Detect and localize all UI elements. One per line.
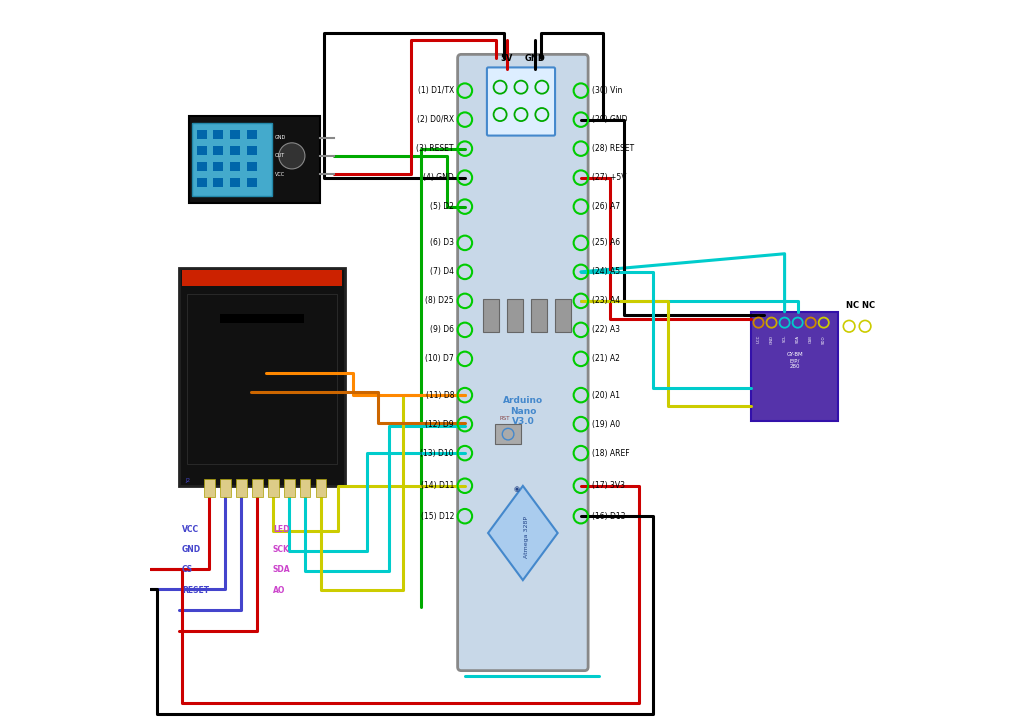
Bar <box>230 178 240 187</box>
Bar <box>247 146 257 155</box>
Text: SCK: SCK <box>272 545 290 554</box>
Text: CS: CS <box>182 566 194 574</box>
Bar <box>197 178 207 187</box>
Bar <box>247 130 257 139</box>
Text: (10) D7: (10) D7 <box>425 355 454 363</box>
Text: J2: J2 <box>185 478 190 483</box>
Text: (11) D8: (11) D8 <box>426 391 454 399</box>
Text: (29) GND: (29) GND <box>592 115 628 124</box>
Bar <box>197 146 207 155</box>
Bar <box>189 116 319 203</box>
Text: GND: GND <box>275 136 287 140</box>
Bar <box>191 123 272 196</box>
Bar <box>182 270 342 286</box>
Text: VCC: VCC <box>275 172 286 176</box>
Text: (20) A1: (20) A1 <box>592 391 620 399</box>
Bar <box>267 479 279 497</box>
Bar <box>284 479 295 497</box>
Circle shape <box>279 143 305 169</box>
Text: RESET: RESET <box>182 586 209 594</box>
Bar <box>315 479 327 497</box>
FancyBboxPatch shape <box>458 54 588 671</box>
Text: (9) D6: (9) D6 <box>430 326 454 334</box>
Bar <box>187 294 337 464</box>
Text: UCC: UCC <box>757 335 761 344</box>
Bar <box>230 146 240 155</box>
Bar <box>752 312 839 420</box>
Bar <box>220 314 303 323</box>
Text: CSB: CSB <box>809 335 813 343</box>
Text: (23) A4: (23) A4 <box>592 297 620 305</box>
Text: SDA: SDA <box>796 335 800 343</box>
Text: GND: GND <box>770 335 773 344</box>
Text: LED: LED <box>272 525 289 534</box>
Text: SCL: SCL <box>782 335 786 342</box>
Bar <box>483 299 500 332</box>
Text: (22) A3: (22) A3 <box>592 326 620 334</box>
Text: (8) D25: (8) D25 <box>425 297 454 305</box>
Text: (6) D3: (6) D3 <box>430 239 454 247</box>
Text: (27) +5V: (27) +5V <box>592 173 627 182</box>
Text: (15) D12: (15) D12 <box>421 512 454 521</box>
Bar <box>247 162 257 171</box>
Text: (24) A5: (24) A5 <box>592 268 620 276</box>
Text: NC NC: NC NC <box>846 301 874 310</box>
Text: (4) GND: (4) GND <box>423 173 454 182</box>
Text: Arduino
Nano
V3.0: Arduino Nano V3.0 <box>503 397 543 426</box>
Text: ◉: ◉ <box>514 486 520 492</box>
Text: (13) D10: (13) D10 <box>421 449 454 457</box>
Text: (5) D2: (5) D2 <box>430 202 454 211</box>
Text: (12) D9: (12) D9 <box>425 420 454 428</box>
Bar <box>531 299 547 332</box>
Text: VCC: VCC <box>182 525 200 534</box>
Bar <box>300 479 310 497</box>
Bar <box>220 479 230 497</box>
Text: SDO: SDO <box>821 335 825 344</box>
Text: RST: RST <box>500 415 510 420</box>
Bar <box>213 162 223 171</box>
Bar <box>252 479 262 497</box>
Bar <box>197 130 207 139</box>
Bar <box>247 178 257 187</box>
Text: (28) RESET: (28) RESET <box>592 144 634 153</box>
Text: (3) RESET: (3) RESET <box>417 144 454 153</box>
Text: Atmega 328P: Atmega 328P <box>524 515 529 558</box>
Text: SDA: SDA <box>272 566 291 574</box>
Bar <box>555 299 571 332</box>
Text: GND: GND <box>525 54 546 63</box>
Bar <box>230 130 240 139</box>
Text: AO: AO <box>272 586 285 594</box>
Text: (25) A6: (25) A6 <box>592 239 620 247</box>
Text: (26) A7: (26) A7 <box>592 202 620 211</box>
Text: (19) A0: (19) A0 <box>592 420 620 428</box>
Bar <box>507 299 523 332</box>
Bar <box>213 178 223 187</box>
Bar <box>204 479 215 497</box>
FancyBboxPatch shape <box>487 67 555 136</box>
Bar <box>236 479 247 497</box>
Bar <box>197 162 207 171</box>
Text: (7) D4: (7) D4 <box>430 268 454 276</box>
Polygon shape <box>488 486 558 580</box>
Text: (18) AREF: (18) AREF <box>592 449 630 457</box>
Bar <box>213 146 223 155</box>
Bar <box>495 424 521 444</box>
Text: GY-BM
E/P/
280: GY-BM E/P/ 280 <box>786 352 803 369</box>
Bar <box>230 162 240 171</box>
Text: GND: GND <box>182 545 202 554</box>
Text: (2) D0/RX: (2) D0/RX <box>417 115 454 124</box>
Text: (14) D11: (14) D11 <box>421 481 454 490</box>
Text: (16) D13: (16) D13 <box>592 512 626 521</box>
Text: (1) D1/TX: (1) D1/TX <box>418 86 454 95</box>
Text: (21) A2: (21) A2 <box>592 355 620 363</box>
Text: OUT: OUT <box>275 154 286 158</box>
Bar <box>178 268 345 486</box>
Text: 5V: 5V <box>501 54 513 63</box>
Text: (17) 3V3: (17) 3V3 <box>592 481 625 490</box>
Bar <box>213 130 223 139</box>
Text: (30) Vin: (30) Vin <box>592 86 623 95</box>
